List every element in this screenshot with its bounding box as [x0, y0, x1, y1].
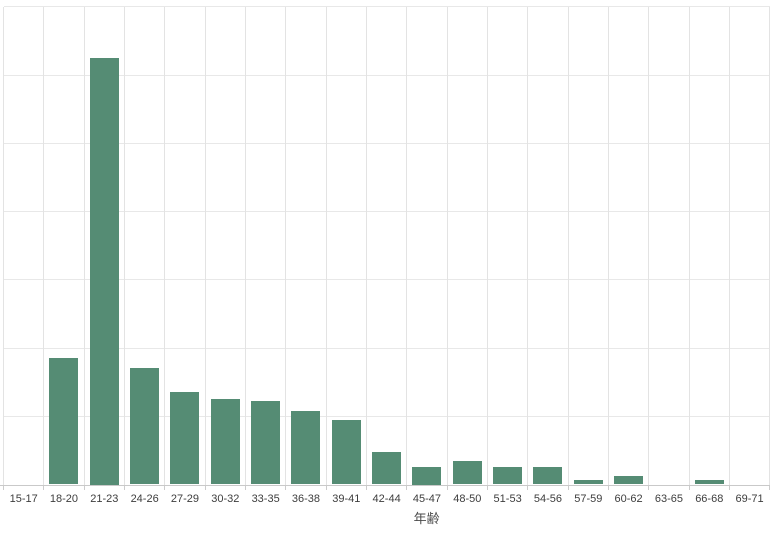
bar-30-32 [210, 398, 240, 485]
h-gridline [3, 6, 770, 8]
bar-27-29 [170, 391, 200, 485]
v-gridline [204, 6, 206, 485]
bar-48-50 [452, 460, 482, 485]
x-tick-label: 36-38 [291, 493, 321, 505]
x-tick [567, 485, 569, 490]
v-gridline [244, 6, 246, 485]
v-gridline [728, 6, 730, 485]
h-gridline [3, 279, 770, 281]
x-tick [486, 485, 488, 490]
v-gridline [406, 6, 408, 485]
v-gridline [688, 6, 690, 485]
x-tick-label: 54-56 [533, 493, 563, 505]
h-gridline [3, 415, 770, 417]
bar-33-35 [251, 401, 281, 485]
x-tick [648, 485, 650, 490]
x-tick-label: 63-65 [654, 493, 683, 505]
x-axis-line [0, 484, 770, 486]
h-gridline [3, 211, 770, 212]
v-gridline [83, 6, 85, 485]
x-tick [607, 485, 609, 490]
h-gridline [3, 347, 770, 349]
x-tick [123, 485, 125, 490]
x-tick [164, 485, 166, 490]
x-tick-label: 18-20 [49, 493, 79, 505]
x-tick [527, 485, 529, 490]
x-tick [406, 485, 408, 490]
v-gridline [607, 6, 609, 485]
v-gridline [164, 6, 166, 485]
x-tick-label: 42-44 [372, 493, 401, 505]
bar-66-68 [694, 479, 724, 485]
v-gridline [43, 6, 45, 485]
x-tick [244, 485, 246, 490]
x-tick [285, 485, 287, 490]
x-tick-label: 57-59 [574, 493, 603, 505]
v-gridline [123, 6, 125, 485]
x-tick-label: 48-50 [453, 493, 482, 505]
bar-21-23 [89, 57, 119, 485]
bar-42-44 [372, 452, 402, 485]
x-tick-label: 51-53 [493, 493, 522, 505]
x-tick [446, 485, 448, 490]
x-tick [204, 485, 206, 490]
bar-60-62 [614, 476, 644, 485]
x-tick-label: 60-62 [614, 493, 643, 505]
x-tick-label: 69-71 [735, 493, 764, 505]
x-tick-label: 66-68 [695, 493, 724, 505]
x-tick [325, 485, 327, 490]
v-gridline [325, 6, 327, 485]
bar-36-38 [291, 411, 321, 485]
v-gridline [648, 6, 650, 485]
bar-24-26 [130, 368, 160, 485]
bar-39-41 [331, 419, 361, 485]
bar-45-47 [412, 467, 442, 485]
v-gridline [567, 6, 569, 485]
x-tick-label: 39-41 [332, 493, 361, 505]
bar-54-56 [533, 466, 563, 485]
bar-18-20 [49, 357, 79, 485]
x-tick-label: 21-23 [90, 493, 119, 505]
h-gridline [3, 74, 770, 76]
v-gridline [527, 6, 529, 485]
x-tick-label: 27-29 [170, 493, 200, 505]
v-gridline [446, 6, 448, 485]
v-gridline [486, 6, 488, 485]
v-gridline [365, 6, 367, 485]
x-tick-label: 33-35 [251, 493, 280, 505]
x-tick-label: 30-32 [211, 493, 240, 505]
v-gridline [285, 6, 287, 485]
bar-57-59 [573, 479, 603, 485]
x-tick [83, 485, 85, 490]
x-tick [43, 485, 45, 490]
x-tick-label: 45-47 [412, 493, 442, 505]
x-tick-label: 24-26 [130, 493, 159, 505]
x-tick [365, 485, 367, 490]
x-tick [3, 485, 4, 490]
x-axis-title: 年齢 [413, 511, 440, 526]
x-tick-label: 15-17 [9, 493, 38, 505]
h-gridline [3, 142, 770, 144]
v-gridline [3, 6, 4, 485]
bar-51-53 [493, 466, 523, 485]
x-tick [728, 485, 730, 490]
x-tick [688, 485, 690, 490]
